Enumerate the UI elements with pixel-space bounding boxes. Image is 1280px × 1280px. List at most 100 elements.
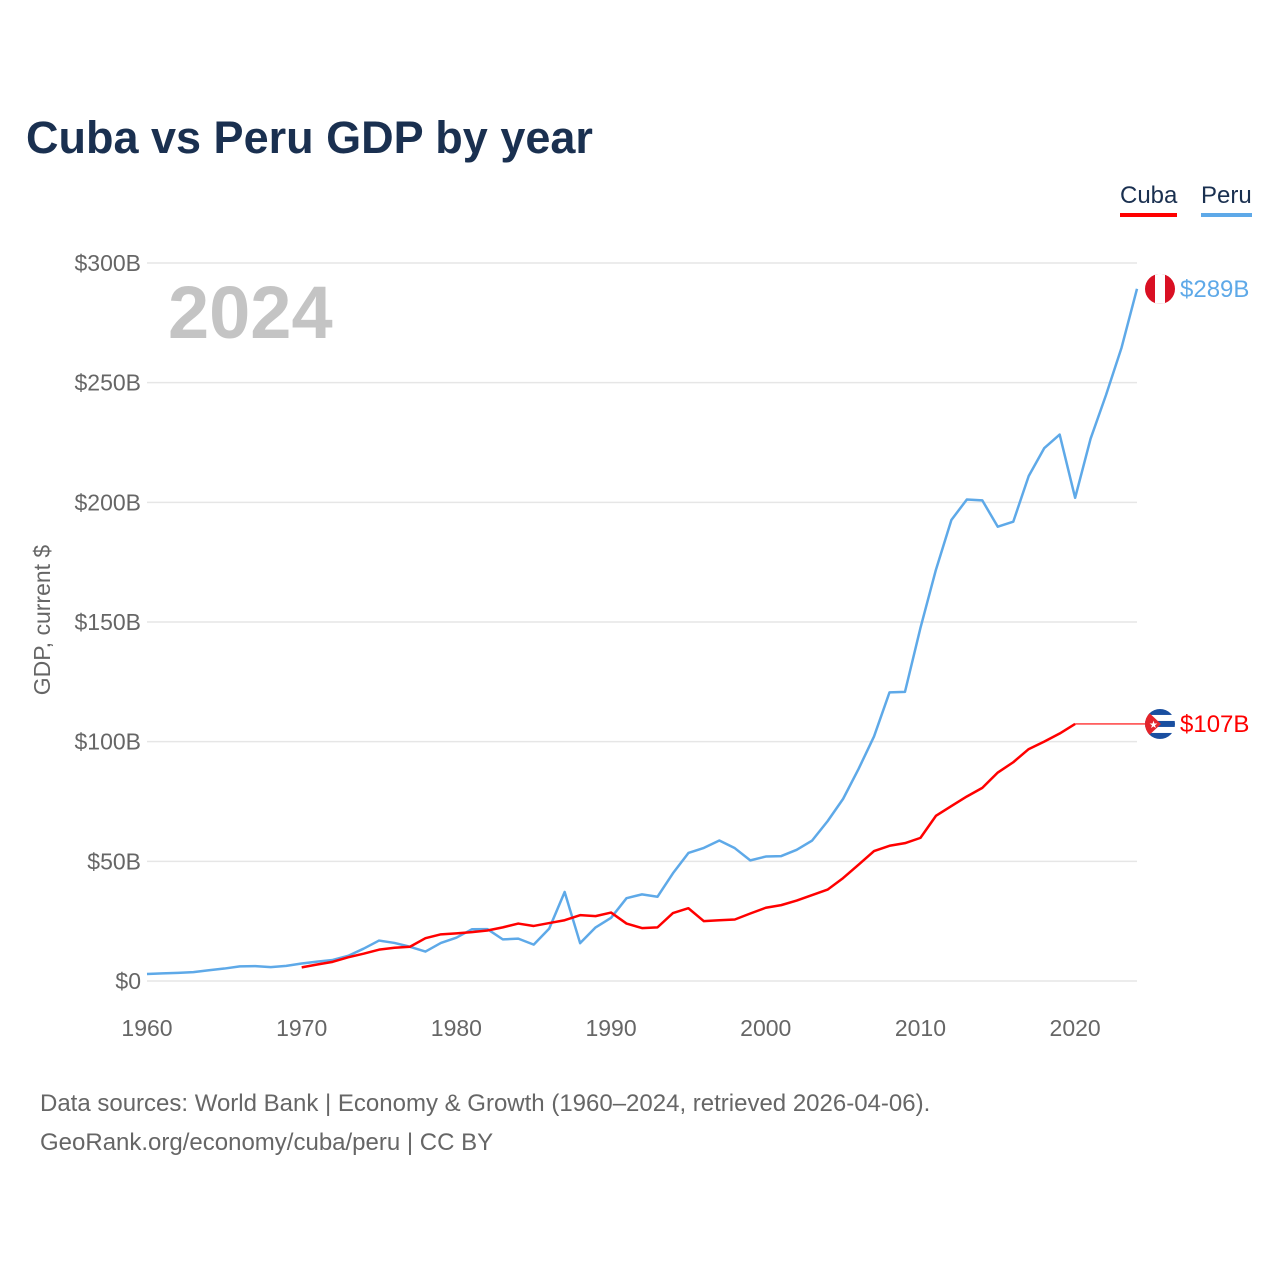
- data-point-peru[interactable]: [189, 968, 197, 976]
- data-point-peru[interactable]: [839, 795, 847, 803]
- data-point-peru[interactable]: [793, 846, 801, 854]
- legend-item-cuba[interactable]: Cuba: [1120, 182, 1178, 217]
- legend-item-peru[interactable]: Peru: [1201, 182, 1252, 217]
- data-point-peru[interactable]: [638, 890, 646, 898]
- data-point-cuba[interactable]: [700, 917, 708, 925]
- data-point-cuba[interactable]: [483, 927, 491, 935]
- data-point-cuba[interactable]: [762, 904, 770, 912]
- data-point-cuba[interactable]: [1071, 720, 1079, 728]
- data-point-peru[interactable]: [762, 853, 770, 861]
- data-point-peru[interactable]: [684, 849, 692, 857]
- data-point-cuba[interactable]: [669, 909, 677, 917]
- data-point-cuba[interactable]: [978, 784, 986, 792]
- data-point-cuba[interactable]: [731, 915, 739, 923]
- data-point-cuba[interactable]: [576, 911, 584, 919]
- data-point-cuba[interactable]: [592, 912, 600, 920]
- data-point-peru[interactable]: [236, 962, 244, 970]
- data-point-peru[interactable]: [963, 495, 971, 503]
- data-point-peru[interactable]: [251, 962, 259, 970]
- data-point-peru[interactable]: [916, 624, 924, 632]
- data-point-peru[interactable]: [777, 852, 785, 860]
- data-point-peru[interactable]: [561, 888, 569, 896]
- data-point-cuba[interactable]: [777, 901, 785, 909]
- data-point-cuba[interactable]: [530, 922, 538, 930]
- data-point-cuba[interactable]: [808, 891, 816, 899]
- data-point-cuba[interactable]: [1040, 738, 1048, 746]
- data-point-peru[interactable]: [870, 732, 878, 740]
- data-point-cuba[interactable]: [623, 920, 631, 928]
- data-point-cuba[interactable]: [375, 946, 383, 954]
- data-point-peru[interactable]: [700, 844, 708, 852]
- data-point-peru[interactable]: [282, 962, 290, 970]
- data-point-peru[interactable]: [886, 688, 894, 696]
- data-point-cuba[interactable]: [901, 839, 909, 847]
- data-point-peru[interactable]: [592, 923, 600, 931]
- data-point-cuba[interactable]: [653, 923, 661, 931]
- data-point-peru[interactable]: [220, 965, 228, 973]
- data-point-peru[interactable]: [174, 969, 182, 977]
- data-point-cuba[interactable]: [391, 944, 399, 952]
- data-point-peru[interactable]: [576, 939, 584, 947]
- data-point-peru[interactable]: [653, 893, 661, 901]
- data-point-peru[interactable]: [437, 939, 445, 947]
- data-point-peru[interactable]: [715, 837, 723, 845]
- data-point-peru[interactable]: [1087, 435, 1095, 443]
- data-point-peru[interactable]: [1009, 518, 1017, 526]
- data-point-cuba[interactable]: [715, 916, 723, 924]
- data-point-peru[interactable]: [994, 523, 1002, 531]
- data-point-cuba[interactable]: [607, 909, 615, 917]
- data-point-cuba[interactable]: [1009, 758, 1017, 766]
- data-point-cuba[interactable]: [421, 934, 429, 942]
- data-point-peru[interactable]: [1056, 431, 1064, 439]
- data-point-cuba[interactable]: [638, 924, 646, 932]
- data-point-peru[interactable]: [375, 937, 383, 945]
- data-point-cuba[interactable]: [499, 923, 507, 931]
- data-point-peru[interactable]: [514, 935, 522, 943]
- data-point-peru[interactable]: [421, 948, 429, 956]
- data-point-cuba[interactable]: [437, 930, 445, 938]
- data-point-cuba[interactable]: [561, 916, 569, 924]
- data-point-peru[interactable]: [1102, 391, 1110, 399]
- source-line-2[interactable]: GeoRank.org/economy/cuba/peru | CC BY: [40, 1129, 494, 1156]
- data-point-cuba[interactable]: [839, 874, 847, 882]
- data-point-cuba[interactable]: [916, 834, 924, 842]
- data-point-peru[interactable]: [731, 844, 739, 852]
- data-point-peru[interactable]: [947, 516, 955, 524]
- data-point-peru[interactable]: [1025, 472, 1033, 480]
- data-point-cuba[interactable]: [870, 847, 878, 855]
- data-point-cuba[interactable]: [994, 769, 1002, 777]
- data-point-peru[interactable]: [499, 935, 507, 943]
- data-point-peru[interactable]: [855, 765, 863, 773]
- data-point-cuba[interactable]: [1025, 745, 1033, 753]
- data-point-peru[interactable]: [669, 869, 677, 877]
- data-point-peru[interactable]: [824, 817, 832, 825]
- data-point-peru[interactable]: [808, 837, 816, 845]
- data-point-cuba[interactable]: [824, 886, 832, 894]
- data-point-cuba[interactable]: [886, 842, 894, 850]
- data-point-cuba[interactable]: [329, 958, 337, 966]
- data-point-peru[interactable]: [1071, 494, 1079, 502]
- data-point-cuba[interactable]: [452, 929, 460, 937]
- data-point-cuba[interactable]: [406, 943, 414, 951]
- data-point-peru[interactable]: [205, 966, 213, 974]
- data-point-peru[interactable]: [932, 566, 940, 574]
- data-point-peru[interactable]: [158, 969, 166, 977]
- data-point-cuba[interactable]: [947, 802, 955, 810]
- data-point-peru[interactable]: [1040, 444, 1048, 452]
- data-point-cuba[interactable]: [746, 910, 754, 918]
- data-point-cuba[interactable]: [514, 920, 522, 928]
- data-point-cuba[interactable]: [313, 960, 321, 968]
- data-point-cuba[interactable]: [684, 904, 692, 912]
- data-point-cuba[interactable]: [298, 963, 306, 971]
- data-point-cuba[interactable]: [344, 953, 352, 961]
- data-point-peru[interactable]: [623, 894, 631, 902]
- data-point-cuba[interactable]: [1056, 730, 1064, 738]
- data-point-peru[interactable]: [143, 970, 151, 978]
- data-point-cuba[interactable]: [360, 950, 368, 958]
- data-point-cuba[interactable]: [963, 792, 971, 800]
- data-point-cuba[interactable]: [468, 928, 476, 936]
- data-point-cuba[interactable]: [855, 861, 863, 869]
- data-point-peru[interactable]: [746, 856, 754, 864]
- data-point-cuba[interactable]: [793, 897, 801, 905]
- data-point-peru[interactable]: [1133, 285, 1141, 293]
